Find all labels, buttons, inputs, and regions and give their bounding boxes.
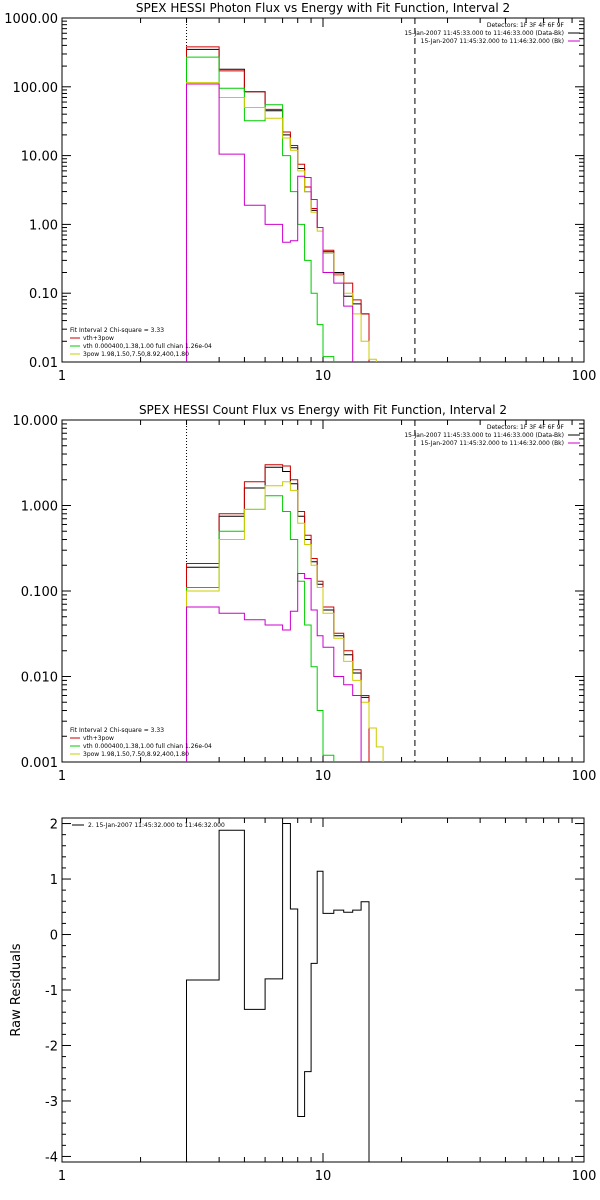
legend-text: vth 0.000400,1.38,1.00 full chian 1.26e-… <box>83 743 212 750</box>
chart-title: SPEX HESSI Count Flux vs Energy with Fit… <box>139 403 507 417</box>
series-line-3 <box>186 56 335 362</box>
legend-text: 2. 15-Jan-2007 11:45:32.000 to 11:46:32.… <box>88 822 225 829</box>
y-tick-label: 10.00 <box>21 150 58 165</box>
series-line-5 <box>186 83 354 362</box>
data-layer <box>186 18 416 362</box>
y-tick-label: 100.00 <box>13 81 59 96</box>
series-line-4 <box>186 481 384 762</box>
legend-text: 15-Jan-2007 11:45:32.000 to 11:46:32.000… <box>421 440 564 447</box>
plot-frame <box>61 17 585 363</box>
legend-text: 3pow 1.98,1.50,7.50,8.92,400,1.80 <box>83 351 189 358</box>
y-tick-label: 0.100 <box>21 585 58 600</box>
series-line-3 <box>186 495 335 762</box>
y-tick-label: 1 <box>50 873 58 888</box>
y-tick-label: 1.00 <box>29 218 58 233</box>
y-tick-label: 2 <box>50 818 58 833</box>
y-tick-label: -2 <box>45 1039 58 1054</box>
y-tick-label: 0.01 <box>29 356 58 371</box>
chart-panel-3: 1 10 100 -4 -3 -2 -1 0 1 2 Raw Residuals 2. 15-Jan-… <box>9 817 597 1184</box>
series-line-2 <box>186 46 370 362</box>
x-tick-label: 1 <box>58 769 66 784</box>
series-line-1 <box>186 466 370 762</box>
y-tick-label: 1.000 <box>21 500 58 515</box>
y-tick-label: 0.001 <box>21 756 58 771</box>
x-tick-label: 10 <box>315 769 332 784</box>
series-line-1 <box>186 823 370 1162</box>
legend-text: Fit Interval 2 Chi-square = 3.33 <box>70 327 164 334</box>
y-axis-label: Raw Residuals <box>9 943 24 1036</box>
x-tick-label: 100 <box>572 1169 597 1184</box>
y-tick-label: -1 <box>45 984 58 999</box>
y-tick-label: 10.000 <box>13 414 59 429</box>
x-tick-label: 10 <box>315 369 332 384</box>
y-tick-label: 0.10 <box>29 287 58 302</box>
y-tick-label: -4 <box>45 1150 58 1165</box>
x-tick-label: 10 <box>315 1169 332 1184</box>
x-tick-label: 100 <box>572 769 597 784</box>
legend-text: vth 0.000400,1.38,1.00 full chian 1.26e-… <box>83 343 212 350</box>
series-line-2 <box>186 464 370 762</box>
y-tick-label: 1000.00 <box>4 12 58 27</box>
legend-text: 3pow 1.98,1.50,7.50,8.92,400,1.80 <box>83 751 189 758</box>
chart-title: SPEX HESSI Photon Flux vs Energy with Fi… <box>136 1 510 15</box>
y-tick-label: 0.010 <box>21 671 58 686</box>
series-line-4 <box>186 82 377 362</box>
series-line-5 <box>186 573 362 762</box>
legend-text: Detectors: 1F 3F 4F 6F 9F <box>487 22 565 29</box>
data-layer <box>186 420 416 762</box>
chart-panel-1: SPEX HESSI Photon Flux vs Energy with Fi… <box>4 1 596 384</box>
x-tick-label: 100 <box>572 369 597 384</box>
legend-text: 15-Jan-2007 11:45:33.000 to 11:46:33.000… <box>404 432 564 439</box>
y-tick-label: -3 <box>45 1095 58 1110</box>
x-tick-label: 1 <box>58 369 66 384</box>
legend-text: Fit Interval 2 Chi-square = 3.33 <box>70 727 164 734</box>
chart-panel-2: SPEX HESSI Count Flux vs Energy with Fit… <box>13 403 597 784</box>
plot-frame <box>61 817 585 1163</box>
legend-text: Detectors: 1F 3F 4F 6F 9F <box>487 424 565 431</box>
series-line-1 <box>186 48 370 362</box>
legend-text: vth+3pow <box>83 335 114 342</box>
legend-text: vth+3pow <box>83 735 114 742</box>
data-layer <box>186 823 370 1162</box>
x-tick-label: 1 <box>58 1169 66 1184</box>
legend-text: 15-Jan-2007 11:45:33.000 to 11:46:33.000… <box>404 30 564 37</box>
y-tick-label: 0 <box>50 929 58 944</box>
legend-text: 15-Jan-2007 11:45:32.000 to 11:46:32.000… <box>421 38 564 45</box>
